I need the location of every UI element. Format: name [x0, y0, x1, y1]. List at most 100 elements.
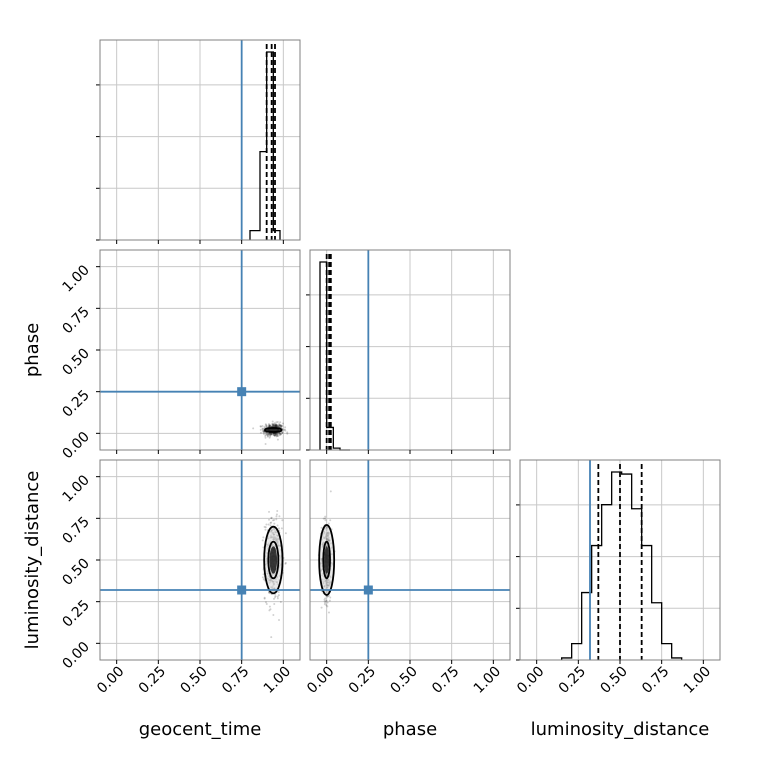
sample-point: [276, 510, 279, 513]
sample-point: [273, 425, 276, 428]
sample-point: [323, 600, 326, 603]
sample-point: [269, 424, 272, 427]
sample-point: [261, 430, 264, 433]
sample-point: [265, 431, 268, 434]
sample-point: [269, 432, 272, 435]
sample-point: [326, 601, 329, 604]
sample-point: [274, 433, 277, 436]
sample-point: [266, 435, 269, 438]
contour-line: [318, 524, 336, 596]
sample-point: [272, 424, 275, 427]
sample-point: [280, 425, 283, 428]
sample-point: [274, 433, 277, 436]
y-tick-label: 1.00: [59, 472, 92, 505]
sample-point: [265, 602, 268, 605]
sample-point: [281, 431, 284, 434]
sample-point: [323, 598, 326, 601]
sample-point: [268, 510, 271, 513]
sample-point: [274, 425, 277, 428]
density-core: [269, 546, 278, 574]
sample-point: [270, 636, 273, 639]
sample-point: [268, 518, 271, 521]
sample-point: [270, 433, 273, 436]
density-core: [324, 546, 330, 574]
sample-point: [267, 422, 270, 425]
sample-point: [281, 431, 284, 434]
sample-point: [275, 518, 278, 521]
sample-point: [267, 434, 270, 437]
sample-point: [266, 433, 269, 436]
sample-point: [263, 425, 266, 428]
sample-point: [327, 611, 330, 614]
sample-point: [324, 597, 327, 600]
sample-point: [273, 518, 276, 521]
x-tick-label: 0.50: [597, 664, 630, 697]
sample-point: [272, 423, 275, 426]
sample-point: [274, 424, 277, 427]
y-tick-label: 0.25: [59, 597, 92, 630]
sample-point: [268, 605, 271, 608]
sample-point: [270, 432, 273, 435]
sample-point: [322, 517, 325, 520]
sample-point: [276, 425, 279, 428]
sample-point: [329, 490, 332, 493]
sample-point: [279, 601, 282, 604]
sample-point: [279, 433, 282, 436]
sample-point: [268, 609, 271, 612]
sample-point: [275, 433, 278, 436]
sample-point: [276, 433, 279, 436]
sample-point: [259, 425, 262, 428]
sample-point: [274, 596, 277, 599]
sample-point: [276, 424, 279, 427]
x-tick-label: 0.75: [639, 664, 672, 697]
x-tick-label: 1.00: [471, 664, 504, 697]
sample-point: [265, 433, 268, 436]
sample-point: [270, 521, 273, 524]
sample-point: [268, 425, 271, 428]
sample-point: [281, 425, 284, 428]
histogram-phase: [319, 261, 350, 451]
sample-point: [279, 433, 282, 436]
contour-line: [267, 540, 280, 580]
sample-point: [325, 599, 328, 602]
sample-point: [268, 424, 271, 427]
sample-point: [265, 425, 268, 428]
contour-line: [263, 525, 284, 595]
sample-point: [328, 599, 331, 602]
sample-point: [277, 425, 280, 428]
sample-point: [275, 424, 278, 427]
sample-point: [279, 424, 282, 427]
sample-point: [275, 423, 278, 426]
sample-point: [277, 432, 280, 435]
sample-point: [278, 432, 281, 435]
sample-point: [271, 420, 274, 423]
sample-point: [273, 422, 276, 425]
x-tick-label: 0.25: [346, 664, 379, 697]
sample-point: [269, 434, 272, 437]
sample-point: [269, 435, 272, 438]
sample-point: [270, 432, 273, 435]
sample-point: [274, 422, 277, 425]
sample-point: [273, 433, 276, 436]
sample-point: [278, 434, 281, 437]
sample-point: [268, 425, 271, 428]
sample-point: [286, 431, 289, 434]
truth-marker: [363, 585, 373, 595]
y-tick-label: 0.50: [59, 346, 92, 379]
x-tick-label: 1.00: [681, 664, 714, 697]
sample-point: [324, 600, 327, 603]
x-axis-label-phase: phase: [383, 719, 437, 740]
sample-point: [268, 424, 271, 427]
sample-point: [278, 432, 281, 435]
y-tick-label: 0.00: [59, 429, 92, 462]
sample-point: [268, 436, 271, 439]
sample-point: [274, 595, 277, 598]
truth-marker: [237, 585, 247, 595]
sample-point: [279, 421, 282, 424]
sample-point: [275, 432, 278, 435]
sample-point: [273, 424, 276, 427]
sample-point: [271, 519, 274, 522]
sample-point: [284, 561, 287, 564]
sample-point: [259, 428, 262, 431]
